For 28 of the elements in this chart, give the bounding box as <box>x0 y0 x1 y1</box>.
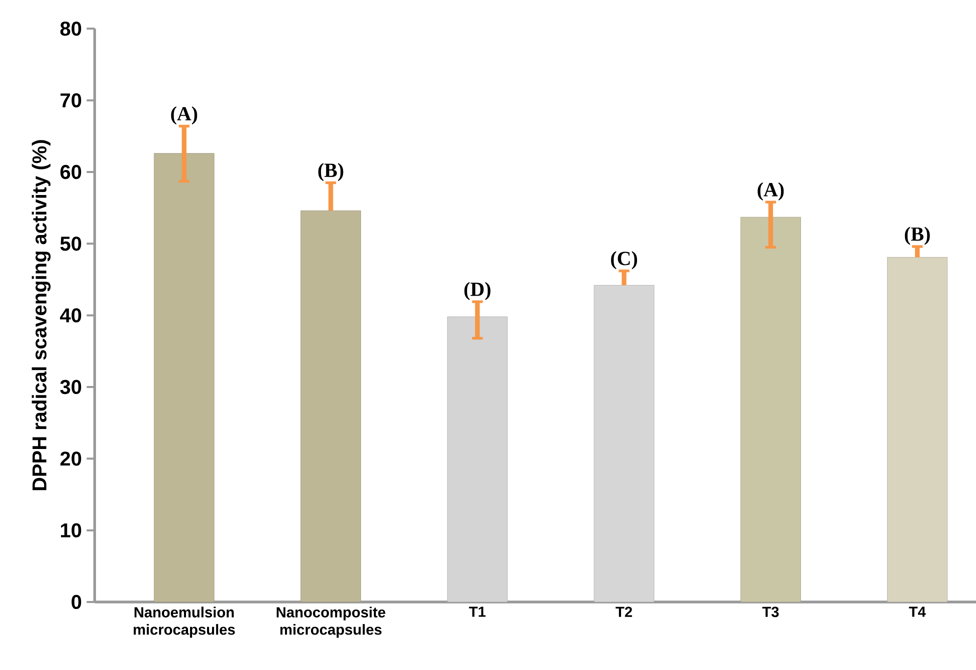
x-tick-label: Nanoemulsion microcapsules <box>134 606 235 638</box>
y-tick-label: 50 <box>60 236 82 251</box>
annotation: (A) <box>758 182 784 200</box>
x-tick-label: Nanocomposite microcapsules <box>276 606 386 638</box>
y-tick-label: 10 <box>60 523 82 538</box>
x-tick-label: T1 <box>469 606 486 617</box>
bar <box>447 316 508 602</box>
annotation: (C) <box>611 251 638 270</box>
y-tick-label: 20 <box>60 452 82 466</box>
y-tick-label: 40 <box>60 308 82 322</box>
annotation: (D) <box>464 282 490 300</box>
y-tick-label: 0 <box>72 594 82 610</box>
y-tick-label: 30 <box>60 380 82 394</box>
y-axis-title: DPPH radical scavenging activity (%) <box>32 140 51 490</box>
annotation: (A) <box>171 106 198 125</box>
y-tick-label: 60 <box>60 164 82 180</box>
bar <box>154 153 214 602</box>
x-tick-label: T4 <box>908 606 926 617</box>
bar <box>300 210 361 602</box>
bar <box>740 216 801 602</box>
x-tick-label: T3 <box>762 606 779 618</box>
y-tick-label: 80 <box>60 22 82 36</box>
x-tick-label: T2 <box>616 606 632 617</box>
bar <box>594 285 654 602</box>
bar <box>887 257 948 602</box>
annotation: (B) <box>904 226 930 245</box>
annotation: (B) <box>318 163 344 182</box>
y-tick-label: 70 <box>60 93 82 108</box>
